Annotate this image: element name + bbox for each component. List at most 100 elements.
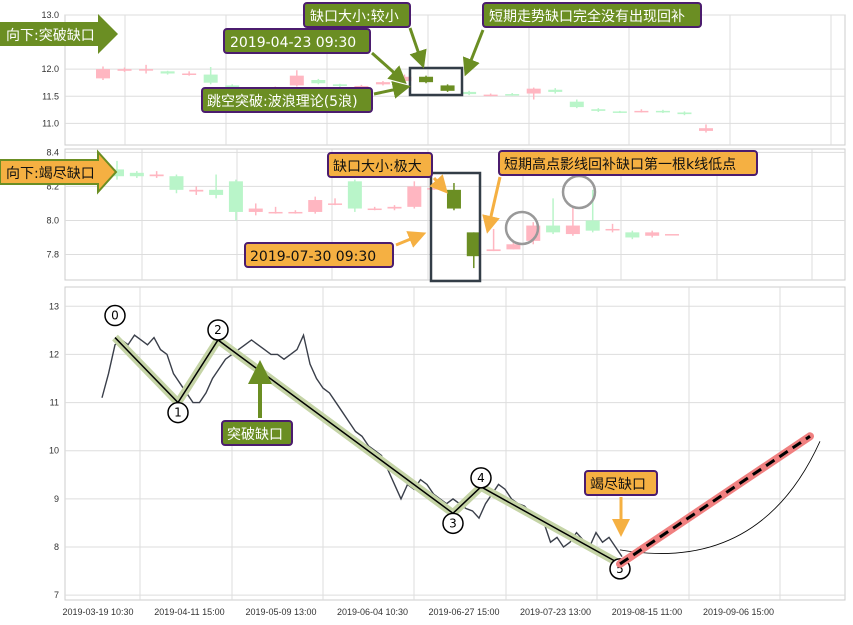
candle-body: [367, 208, 382, 211]
candle-body: [189, 189, 204, 192]
candle-body: [332, 84, 347, 86]
svg-text:缺口大小:较小: 缺口大小:较小: [310, 9, 399, 25]
candle-body: [506, 244, 521, 250]
candle-body: [160, 71, 175, 74]
candle-body: [625, 232, 640, 238]
panel-title: 向下:突破缺口: [6, 28, 95, 44]
x-tick-label: 2019-04-11 15:00: [154, 607, 224, 617]
wave-point-label: 4: [477, 471, 485, 485]
svg-text:竭尽缺口: 竭尽缺口: [590, 477, 646, 493]
wave-point-marker: [167, 401, 189, 424]
y-tick-label: 12: [49, 349, 59, 359]
y-tick-label: 12.0: [41, 64, 59, 74]
y-tick-label: 8.4: [46, 147, 59, 157]
candle-body: [486, 249, 501, 252]
candle-body: [209, 189, 224, 195]
svg-text:2019-07-30 09:30: 2019-07-30 09:30: [250, 249, 376, 265]
candle-body: [585, 220, 600, 231]
annotation-gap-size: 缺口大小:较小: [303, 2, 427, 69]
wave-point-label: 1: [174, 406, 182, 420]
x-tick-label: 2019-03-19 10:30: [62, 607, 133, 617]
annotation-date: 2019-07-30 09:30: [244, 231, 427, 268]
annotation-date: 2019-04-23 09:30: [223, 28, 407, 84]
x-tick-label: 2019-05-09 13:00: [245, 607, 316, 617]
y-tick-label: 10: [49, 446, 59, 456]
wave-point-label: 5: [616, 562, 624, 576]
highlight-circle: [504, 210, 540, 246]
candle-body: [308, 200, 323, 212]
x-tick-label: 2019-06-27 15:00: [428, 607, 499, 617]
candle-body: [569, 101, 584, 108]
annotation-exhaustion: 竭尽缺口: [584, 470, 658, 537]
candle-body: [182, 73, 197, 75]
candle-body: [645, 232, 660, 236]
candle-body: [634, 110, 649, 113]
candle-body: [612, 111, 627, 113]
candle-body: [419, 76, 434, 83]
title-badge-exhaustion: 向下:竭尽缺口: [0, 149, 118, 195]
annotation-shadow-fill: 短期高点影线回补缺口第一根k线低点: [482, 150, 758, 234]
y-tick-label: 7: [54, 590, 59, 600]
candle-body: [665, 234, 679, 236]
y-tick-label: 11: [50, 398, 59, 408]
panel-title: 向下:竭尽缺口: [6, 166, 95, 182]
svg-text:缺口大小:极大: 缺口大小:极大: [333, 159, 422, 175]
candle-body: [225, 85, 240, 88]
svg-text:2019-04-23 09:30: 2019-04-23 09:30: [230, 35, 356, 51]
candle-body: [483, 94, 498, 97]
candle-body: [565, 225, 580, 235]
title-badge-breakaway: 向下:突破缺口: [0, 14, 118, 54]
wave-line: [114, 337, 621, 565]
candle-body: [605, 228, 620, 231]
svg-text:跳空突破:波浪理论(5浪): 跳空突破:波浪理论(5浪): [207, 94, 358, 110]
candle-body: [169, 176, 184, 190]
candle-body: [375, 82, 390, 85]
forecast-curve: [619, 441, 821, 554]
candle-body: [526, 88, 541, 94]
candle-body: [505, 94, 520, 96]
plot-area: [64, 286, 846, 601]
wave-point-label: 2: [214, 323, 222, 337]
annotations: 向下:突破缺口 缺口大小:较小 短期走势缺口完全没有出现回补 2019-04-2…: [0, 2, 758, 537]
candle-body: [96, 69, 110, 79]
x-tick-label: 2019-07-23 13:00: [520, 607, 591, 617]
wave-point-marker: [207, 319, 229, 341]
candle-body: [548, 89, 563, 92]
y-tick-label: 8.0: [46, 215, 59, 225]
y-tick-label: 13: [49, 301, 59, 311]
wave-point-marker: [104, 304, 126, 327]
y-tick-label: 11.5: [42, 91, 59, 101]
candle-body: [407, 186, 422, 207]
candle-body: [591, 109, 606, 111]
wave-point-label: 0: [111, 309, 119, 323]
candle-body: [677, 112, 692, 115]
gap-highlight-box: [429, 171, 482, 283]
candle-body: [655, 110, 670, 113]
annotation-no-fill: 短期走势缺口完全没有出现回补: [462, 2, 702, 77]
annotation-gap-size: 缺口大小:极大: [327, 152, 448, 194]
candle-body: [328, 203, 343, 205]
wave-point-marker: [442, 512, 464, 535]
candle-body: [440, 85, 455, 91]
candle-body: [466, 232, 481, 257]
wave-point-label: 3: [449, 516, 457, 530]
candle-body: [110, 169, 124, 177]
candle-body: [446, 189, 461, 209]
y-tick-label: 11.0: [42, 118, 59, 128]
candle-body: [311, 80, 326, 84]
candle-body: [289, 75, 304, 86]
candle-body: [462, 91, 477, 95]
wave-point-marker: [470, 467, 492, 489]
candle-body: [149, 174, 164, 177]
candle-body: [354, 85, 369, 88]
y-tick-label: 9: [54, 494, 59, 504]
candle-body: [268, 211, 283, 214]
panel-breakaway-gap: 13.0 12.0 11.5 11.0: [41, 10, 846, 146]
candle-body: [117, 69, 132, 71]
svg-text:突破缺口: 突破缺口: [227, 427, 283, 443]
annotation-breakaway: 突破缺口: [221, 360, 293, 446]
candle-body: [699, 128, 713, 131]
svg-text:短期高点影线回补缺口第一根k线低点: 短期高点影线回补缺口第一根k线低点: [504, 156, 736, 173]
candle-body: [387, 206, 402, 209]
